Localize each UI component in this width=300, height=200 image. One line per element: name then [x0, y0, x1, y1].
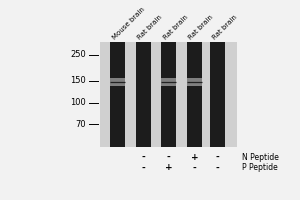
Text: -: - — [141, 153, 145, 162]
Bar — [161, 78, 176, 86]
Bar — [210, 42, 225, 147]
Text: Rat brain: Rat brain — [188, 14, 215, 41]
Bar — [100, 42, 238, 147]
Text: P Peptide: P Peptide — [242, 163, 278, 172]
Text: N Peptide: N Peptide — [242, 153, 279, 162]
Text: 100: 100 — [70, 98, 86, 107]
Text: -: - — [216, 163, 220, 172]
Text: +: + — [190, 153, 198, 162]
Text: -: - — [141, 163, 145, 172]
Text: 70: 70 — [76, 120, 86, 129]
Bar — [110, 42, 125, 147]
Text: 150: 150 — [70, 76, 86, 85]
Bar — [187, 78, 202, 86]
Text: Rat brain: Rat brain — [162, 14, 189, 41]
Text: -: - — [193, 163, 196, 172]
Text: Rat brain: Rat brain — [137, 14, 164, 41]
Text: Mouse brain: Mouse brain — [111, 6, 146, 41]
Text: Rat brain: Rat brain — [211, 14, 238, 41]
Bar — [187, 42, 202, 147]
Text: +: + — [165, 163, 173, 172]
Bar — [136, 42, 151, 147]
Text: -: - — [167, 153, 171, 162]
Text: 250: 250 — [70, 50, 86, 59]
Bar — [161, 42, 176, 147]
Text: -: - — [216, 153, 220, 162]
Bar — [110, 78, 125, 86]
